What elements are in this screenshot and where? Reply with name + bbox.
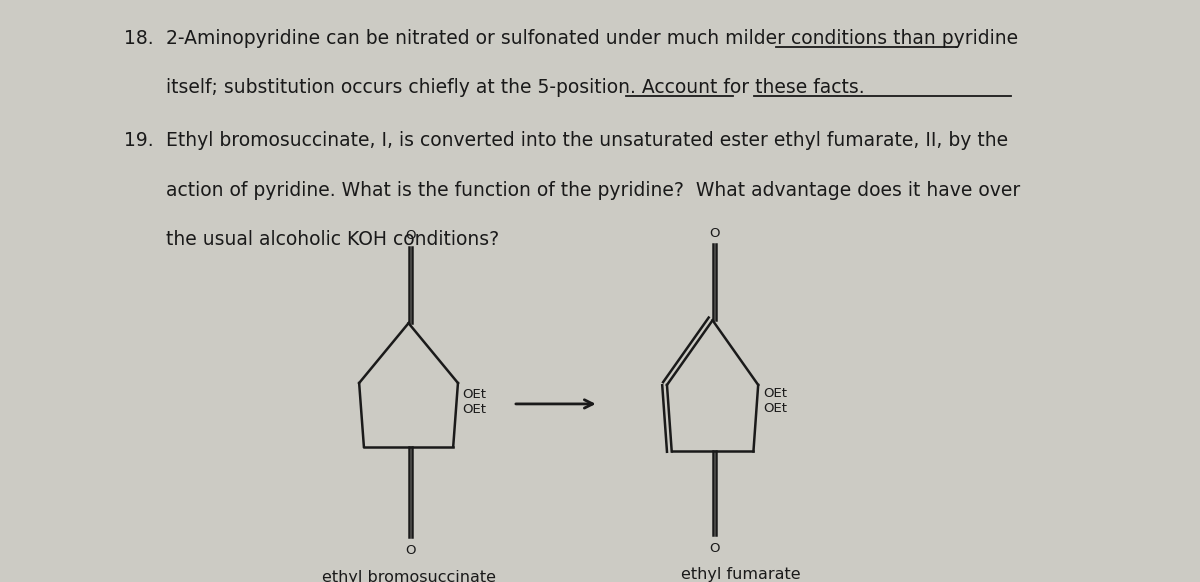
Text: itself; substitution occurs chiefly at the 5-position. Account for these facts.: itself; substitution occurs chiefly at t… — [167, 78, 865, 97]
Text: the usual alcoholic KOH conditions?: the usual alcoholic KOH conditions? — [167, 230, 499, 249]
Text: OEt: OEt — [763, 402, 787, 415]
Text: O: O — [406, 229, 415, 242]
Text: Ethyl bromosuccinate, I, is converted into the unsaturated ester ethyl fumarate,: Ethyl bromosuccinate, I, is converted in… — [167, 131, 1008, 150]
Text: ethyl fumarate: ethyl fumarate — [682, 567, 800, 582]
Text: 2-Aminopyridine can be nitrated or sulfonated under much milder conditions than : 2-Aminopyridine can be nitrated or sulfo… — [167, 29, 1019, 48]
Text: O: O — [709, 226, 720, 240]
Text: 18.: 18. — [124, 29, 154, 48]
Text: OEt: OEt — [463, 388, 487, 401]
Text: O: O — [709, 542, 720, 555]
Text: action of pyridine. What is the function of the pyridine?  What advantage does i: action of pyridine. What is the function… — [167, 180, 1020, 200]
Text: O: O — [406, 544, 415, 556]
Text: OEt: OEt — [763, 387, 787, 400]
Text: ethyl bromosuccinate: ethyl bromosuccinate — [322, 570, 496, 582]
Text: 19.: 19. — [124, 131, 154, 150]
Text: OEt: OEt — [463, 403, 487, 416]
